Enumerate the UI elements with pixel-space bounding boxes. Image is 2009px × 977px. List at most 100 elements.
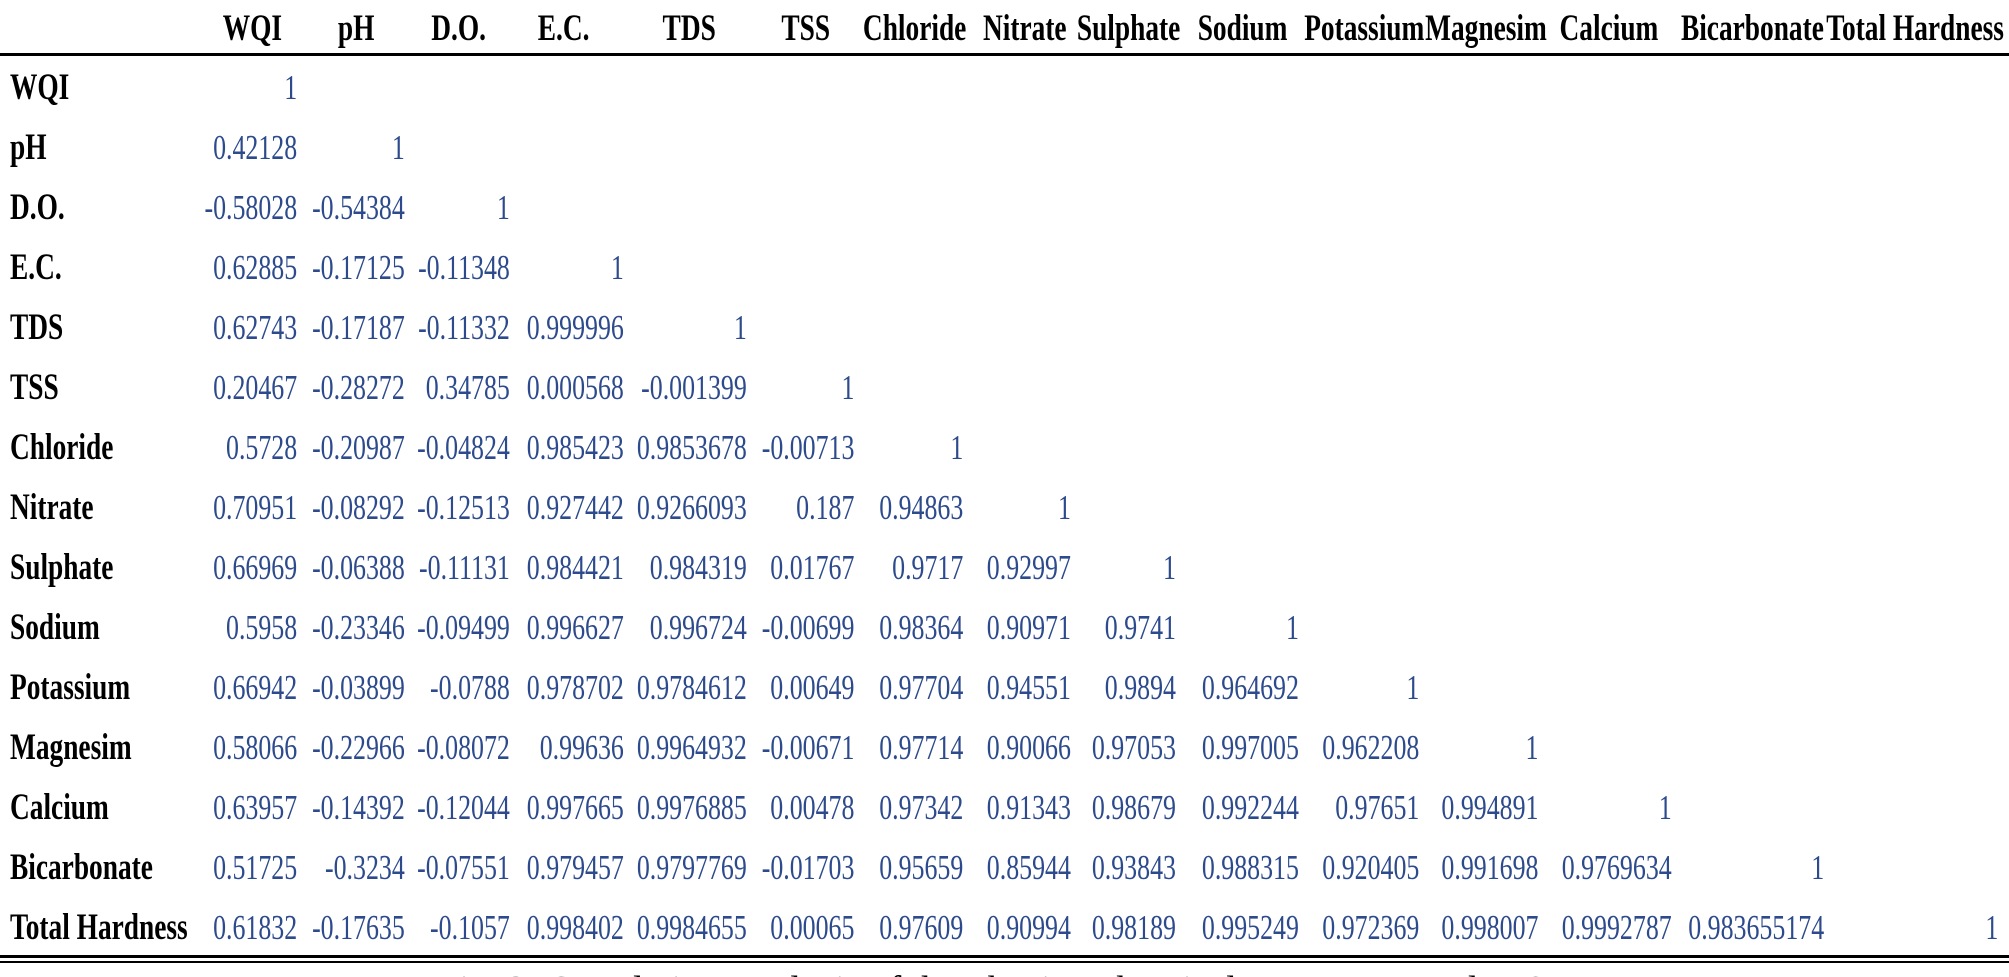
column-header: Magnesim — [1425, 8, 1547, 49]
cell-value: 0.00065 — [770, 908, 854, 947]
cell-value: 1 — [1659, 788, 1672, 827]
cell-value: 0.996627 — [527, 608, 624, 647]
cell-value: 0.01767 — [770, 548, 854, 587]
cell-value: 0.9976885 — [637, 788, 747, 827]
cell-value: -0.09499 — [417, 608, 510, 647]
cell-value: 0.97342 — [879, 788, 963, 827]
cell-value: 0.97053 — [1092, 728, 1176, 767]
column-header: Potassium — [1304, 8, 1424, 49]
cell-value: 0.95659 — [879, 848, 963, 887]
cell-value: -0.12513 — [417, 488, 510, 527]
cell-value: -0.06388 — [312, 548, 405, 587]
row-label: Magnesim — [10, 727, 132, 768]
cell-value: -0.001399 — [641, 368, 747, 407]
column-header: Bicarbonate — [1681, 8, 1824, 49]
cell-value: 0.90066 — [987, 728, 1071, 767]
cell-value: -0.08292 — [312, 488, 405, 527]
cell-value: 0.62743 — [213, 308, 297, 347]
cell-value: 0.20467 — [213, 368, 297, 407]
cell-value: 1 — [1985, 908, 1998, 947]
cell-value: -0.11348 — [418, 248, 510, 287]
row-label: Total Hardness — [10, 907, 188, 948]
row-label: D.O. — [10, 187, 65, 228]
cell-value: 0.94551 — [987, 668, 1071, 707]
cell-value: 0.98364 — [879, 608, 963, 647]
cell-value: -0.22966 — [312, 728, 405, 767]
cell-value: 0.998402 — [527, 908, 624, 947]
cell-value: -0.04824 — [417, 428, 510, 467]
cell-value: 0.9984655 — [637, 908, 747, 947]
row-label: E.C. — [10, 247, 62, 288]
cell-value: 0.995249 — [1202, 908, 1299, 947]
cell-value: 0.964692 — [1202, 668, 1299, 707]
cell-value: -0.20987 — [312, 428, 405, 467]
cell-value: 0.51725 — [213, 848, 297, 887]
cell-value: 0.98679 — [1092, 788, 1176, 827]
cell-value: 0.979457 — [527, 848, 624, 887]
cell-value: 0.9992787 — [1562, 908, 1672, 947]
cell-value: -0.17187 — [312, 308, 405, 347]
cell-value: 0.978702 — [527, 668, 624, 707]
cell-value: 1 — [1406, 668, 1419, 707]
column-header: Total Hardness — [1826, 8, 2004, 49]
cell-value: 0.91343 — [987, 788, 1071, 827]
cell-value: 0.90971 — [987, 608, 1071, 647]
cell-value: 0.00478 — [770, 788, 854, 827]
caption: Fig. 3: Correlation Analysis of the Phys… — [438, 969, 1562, 977]
cell-value: -0.07551 — [417, 848, 510, 887]
cell-value: 0.98189 — [1092, 908, 1176, 947]
cell-value: 0.90994 — [987, 908, 1071, 947]
row-label: TSS — [10, 367, 59, 408]
cell-value: -0.0788 — [430, 668, 510, 707]
cell-value: 0.99636 — [540, 728, 624, 767]
cell-value: 1 — [1526, 728, 1539, 767]
row-label: Chloride — [10, 427, 113, 468]
cell-value: 0.992244 — [1202, 788, 1299, 827]
cell-value: 0.5958 — [226, 608, 297, 647]
cell-value: 0.962208 — [1322, 728, 1419, 767]
cell-value: -0.11131 — [419, 548, 510, 587]
cell-value: 1 — [734, 308, 747, 347]
row-label: Sodium — [10, 607, 100, 648]
row-label: pH — [10, 127, 47, 168]
column-header: TDS — [663, 8, 716, 49]
column-header: Sodium — [1198, 8, 1288, 49]
cell-value: -0.28272 — [312, 368, 405, 407]
cell-value: -0.58028 — [204, 188, 297, 227]
cell-value: 0.9717 — [892, 548, 963, 587]
cell-value: 0.9894 — [1105, 668, 1176, 707]
cell-value: -0.11332 — [418, 308, 510, 347]
top-rule — [0, 53, 2009, 56]
cell-value: 0.42128 — [213, 128, 297, 167]
cell-value: 0.998007 — [1441, 908, 1538, 947]
cell-value: 0.97714 — [879, 728, 963, 767]
cell-value: 0.187 — [796, 488, 854, 527]
cell-value: -0.54384 — [312, 188, 405, 227]
column-header: pH — [338, 8, 375, 49]
cell-value: 0.58066 — [213, 728, 297, 767]
column-header: TSS — [781, 8, 830, 49]
cell-value: 1 — [841, 368, 854, 407]
cell-value: 0.983655174 — [1688, 908, 1824, 947]
cell-value: -0.03899 — [312, 668, 405, 707]
cell-value: 0.70951 — [213, 488, 297, 527]
cell-value: 0.997665 — [527, 788, 624, 827]
cell-value: 0.97704 — [879, 668, 963, 707]
cell-value: -0.17125 — [312, 248, 405, 287]
cell-value: 0.66942 — [213, 668, 297, 707]
cell-value: 0.9784612 — [637, 668, 747, 707]
cell-value: 0.991698 — [1441, 848, 1538, 887]
column-header: D.O. — [431, 8, 486, 49]
cell-value: 1 — [1811, 848, 1824, 887]
cell-value: 0.66969 — [213, 548, 297, 587]
column-header: Chloride — [863, 8, 966, 49]
cell-value: 0.92997 — [987, 548, 1071, 587]
cell-value: 0.920405 — [1322, 848, 1419, 887]
cell-value: 0.5728 — [226, 428, 297, 467]
cell-value: -0.23346 — [312, 608, 405, 647]
cell-value: -0.08072 — [417, 728, 510, 767]
column-header: WQI — [223, 8, 282, 49]
cell-value: -0.00699 — [762, 608, 855, 647]
cell-value: 0.927442 — [527, 488, 624, 527]
